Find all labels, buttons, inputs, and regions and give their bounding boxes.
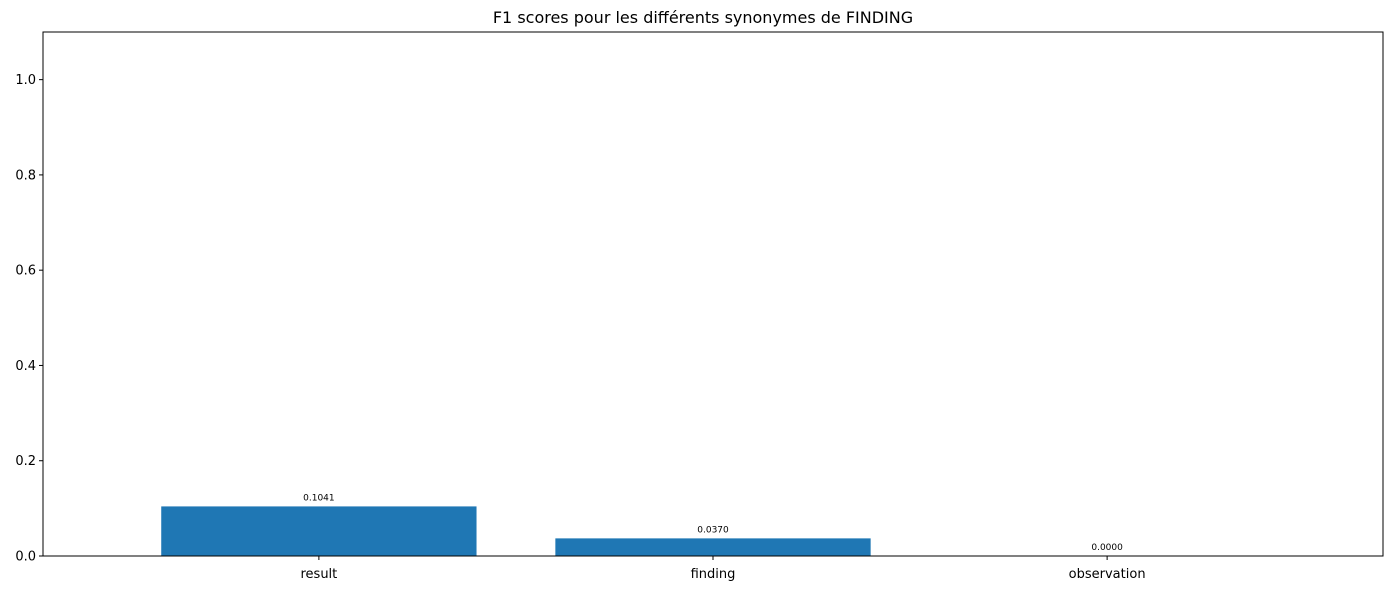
data-label: 0.1041 [303,493,335,503]
data-label: 0.0000 [1091,543,1123,553]
y-tick-label: 0.6 [15,264,36,279]
data-label: 0.0370 [697,525,729,535]
bar-result [161,506,477,556]
bars-group [161,506,871,556]
plot-frame [42,31,1384,557]
data-labels-group: 0.1041 0.0370 0.0000 [303,493,1123,553]
chart-title: F1 scores pour les différents synonymes … [493,8,913,27]
y-axis: 0.0 0.2 0.4 0.6 0.8 1.0 [15,73,43,565]
y-tick-label: 0.4 [15,359,36,374]
y-tick-label: 0.0 [15,550,36,565]
y-tick-label: 0.8 [15,168,36,183]
y-tick-label: 1.0 [15,73,36,88]
x-axis: result finding observation [300,556,1146,582]
x-tick-label: result [300,567,337,582]
y-tick-label: 0.2 [15,454,36,469]
x-tick-label: observation [1069,567,1146,582]
x-tick-label: finding [691,567,736,582]
bar-finding [555,538,871,556]
